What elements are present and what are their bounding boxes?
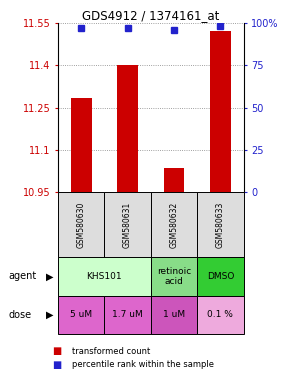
Bar	[197, 296, 244, 334]
Text: GSM580630: GSM580630	[77, 202, 86, 248]
Bar	[210, 31, 231, 192]
Bar	[151, 257, 197, 296]
Bar	[71, 98, 92, 192]
Text: retinoic
acid: retinoic acid	[157, 267, 191, 286]
Text: GSM580632: GSM580632	[169, 202, 179, 248]
Bar	[151, 296, 197, 334]
Text: 1.7 uM: 1.7 uM	[112, 310, 143, 319]
Text: dose: dose	[9, 310, 32, 320]
Text: GSM580633: GSM580633	[216, 202, 225, 248]
Text: GSM580631: GSM580631	[123, 202, 132, 248]
Bar	[151, 192, 197, 257]
Bar	[197, 257, 244, 296]
Bar	[197, 192, 244, 257]
Bar	[164, 168, 184, 192]
Text: 0.1 %: 0.1 %	[207, 310, 233, 319]
Text: ▶: ▶	[46, 271, 54, 281]
Bar	[58, 296, 104, 334]
Text: 5 uM: 5 uM	[70, 310, 92, 319]
Bar	[58, 192, 104, 257]
Text: ▶: ▶	[46, 310, 54, 320]
Bar	[104, 296, 151, 334]
Text: ■: ■	[52, 360, 61, 370]
Bar	[58, 257, 151, 296]
Text: DMSO: DMSO	[207, 272, 234, 281]
Text: KHS101: KHS101	[87, 272, 122, 281]
Text: transformed count: transformed count	[72, 347, 151, 356]
Bar	[104, 192, 151, 257]
Title: GDS4912 / 1374161_at: GDS4912 / 1374161_at	[82, 9, 220, 22]
Text: agent: agent	[9, 271, 37, 281]
Text: percentile rank within the sample: percentile rank within the sample	[72, 360, 215, 369]
Bar	[117, 65, 138, 192]
Text: ■: ■	[52, 346, 61, 356]
Text: 1 uM: 1 uM	[163, 310, 185, 319]
